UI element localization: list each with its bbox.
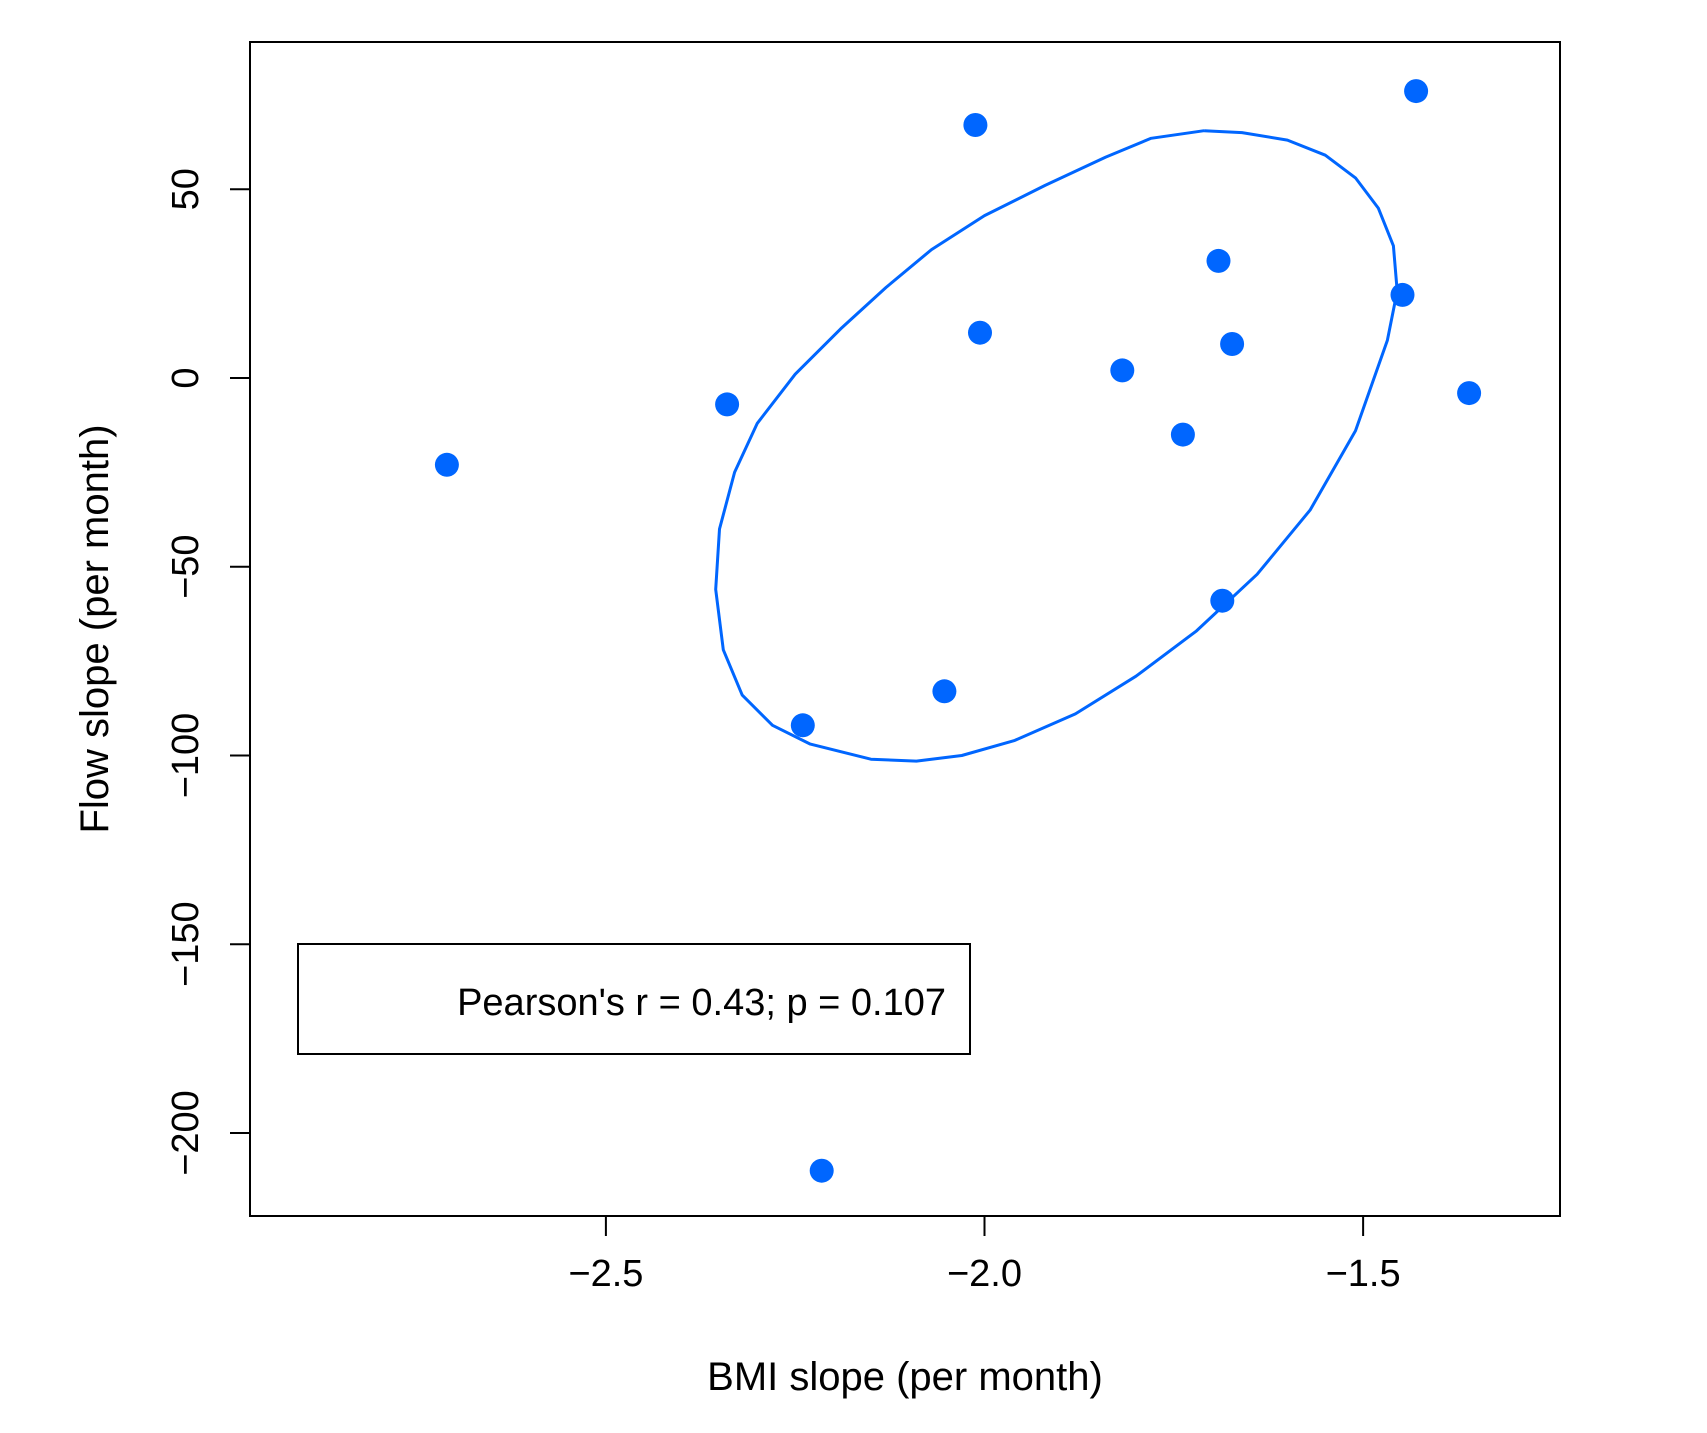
plot-frame — [249, 41, 1561, 1217]
stats-legend: Pearson's r = 0.43; p = 0.107 — [297, 943, 971, 1055]
data-point — [932, 679, 957, 704]
x-tick-label: −2.0 — [947, 1253, 1022, 1295]
points-layer — [434, 79, 1482, 1183]
x-tick-label: −1.5 — [1326, 1253, 1401, 1295]
data-point — [1210, 588, 1235, 613]
x-tick-label: −2.5 — [568, 1253, 643, 1295]
data-point — [1110, 358, 1135, 383]
stats-legend-text: Pearson's r = 0.43; p = 0.107 — [457, 982, 946, 1024]
confidence-ellipse — [714, 129, 1399, 763]
y-tick-label: −50 — [165, 534, 207, 598]
data-point — [809, 1158, 834, 1183]
data-point — [1206, 248, 1231, 273]
y-tick-label: −150 — [165, 901, 207, 987]
y-tick-label: 50 — [165, 168, 207, 210]
data-point — [790, 713, 815, 738]
data-point — [434, 452, 459, 477]
data-point — [1457, 381, 1482, 406]
stats-legend-box — [297, 943, 971, 1055]
data-point — [963, 113, 988, 137]
data-point — [1220, 332, 1245, 356]
ellipse-layer — [714, 129, 1399, 763]
data-point — [1390, 282, 1415, 307]
y-tick-label: −200 — [165, 1090, 207, 1176]
y-axis: 50 0 −50 −100 −150 −200 — [165, 168, 250, 1176]
y-tick-label: 0 — [165, 367, 207, 388]
data-point — [1404, 79, 1429, 104]
x-axis-title: BMI slope (per month) — [707, 1355, 1103, 1399]
data-point — [968, 320, 992, 345]
data-point — [715, 392, 740, 417]
y-axis-title: Flow slope (per month) — [73, 424, 117, 833]
data-point — [1170, 422, 1195, 447]
x-axis: −2.5 −2.0 −1.5 — [568, 1216, 1401, 1295]
y-tick-label: −100 — [165, 713, 207, 799]
